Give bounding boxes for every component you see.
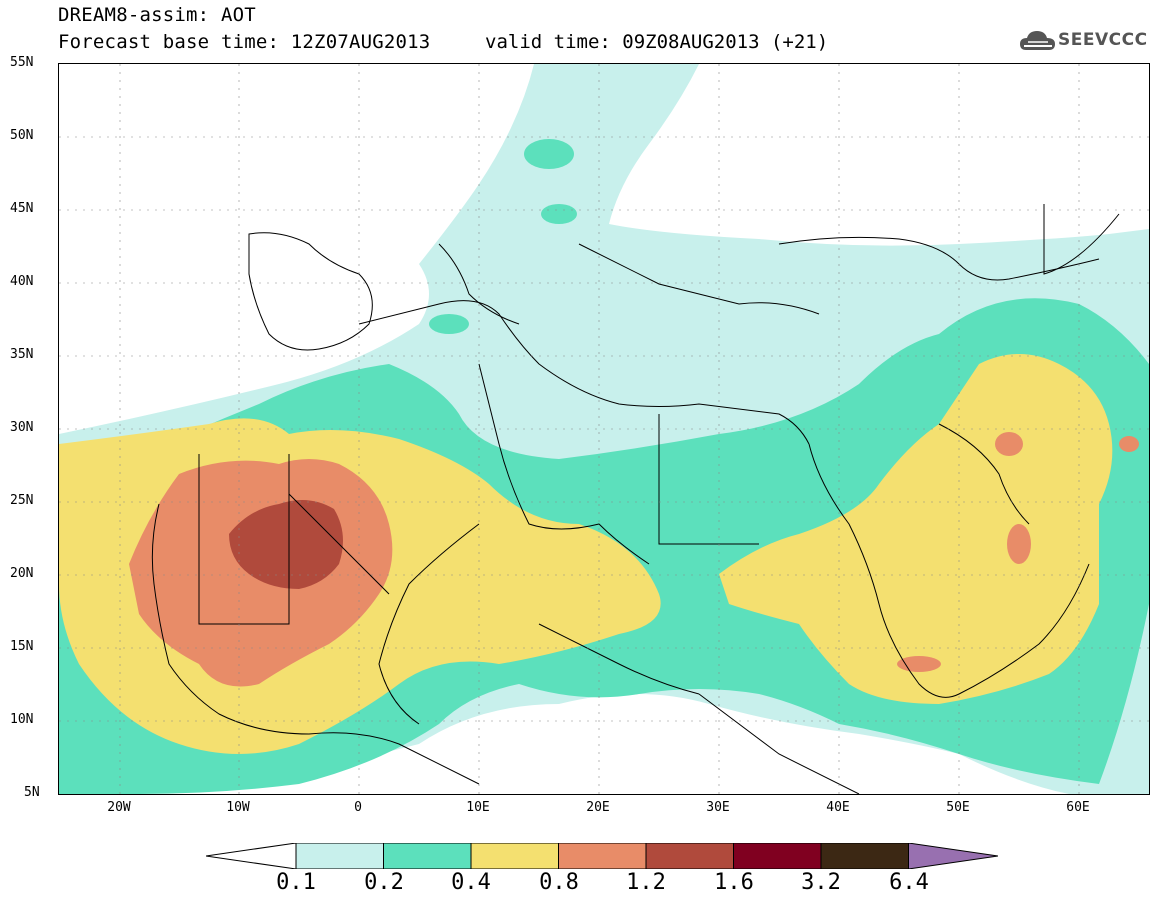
seevccc-logo: SEEVCCC	[1018, 26, 1158, 56]
colorbar-box-0-1	[295, 843, 384, 869]
colorbar-label: 0.2	[364, 870, 404, 895]
logo-text: SEEVCCC	[1058, 30, 1148, 50]
gridlines	[59, 64, 1149, 794]
lat-label: 40N	[10, 274, 34, 289]
lon-label: 0	[354, 800, 362, 815]
lat-label: 50N	[10, 128, 34, 143]
forecast-base-time: Forecast base time: 12Z07AUG2013	[58, 31, 431, 53]
lat-label: 25N	[10, 493, 34, 508]
colorbar-box-3-2	[820, 843, 909, 869]
colorbar-box-0-8	[558, 843, 647, 869]
cloud-icon	[1020, 31, 1055, 50]
lon-label: 10W	[226, 800, 250, 815]
lat-label: 5N	[24, 785, 40, 800]
lat-label: 20N	[10, 566, 34, 581]
colorbar-box-1-2	[645, 843, 734, 869]
colorbar-label: 1.6	[714, 870, 754, 895]
colorbar	[206, 843, 998, 869]
lon-label: 60E	[1066, 800, 1090, 815]
chart-title: DREAM8-assim: AOT	[58, 4, 256, 26]
colorbar-label: 0.4	[451, 870, 491, 895]
lon-label: 20E	[586, 800, 610, 815]
colorbar-over-arrow	[908, 843, 998, 869]
lat-label: 15N	[10, 639, 34, 654]
lat-label: 30N	[10, 420, 34, 435]
colorbar-box-0-4	[470, 843, 559, 869]
aot-level-1-2	[229, 500, 343, 589]
colorbar-label: 3.2	[801, 870, 841, 895]
colorbar-label: 6.4	[889, 870, 929, 895]
aot-map	[58, 63, 1150, 795]
colorbar-label: 1.2	[626, 870, 666, 895]
lon-label: 20W	[107, 800, 131, 815]
colorbar-box-1-6	[733, 843, 822, 869]
colorbar-under-arrow	[206, 843, 297, 869]
lon-label: 40E	[826, 800, 850, 815]
lat-label: 45N	[10, 201, 34, 216]
lon-label: 50E	[946, 800, 970, 815]
valid-time: valid time: 09Z08AUG2013 (+21)	[485, 31, 829, 53]
lat-label: 55N	[10, 55, 34, 70]
lat-label: 10N	[10, 712, 34, 727]
lon-label: 10E	[466, 800, 490, 815]
lat-label: 35N	[10, 347, 34, 362]
aot-field	[59, 64, 1149, 794]
lon-label: 30E	[706, 800, 730, 815]
colorbar-label: 0.1	[276, 870, 316, 895]
coastlines	[151, 204, 1120, 794]
colorbar-label: 0.8	[539, 870, 579, 895]
colorbar-box-0-2	[383, 843, 472, 869]
